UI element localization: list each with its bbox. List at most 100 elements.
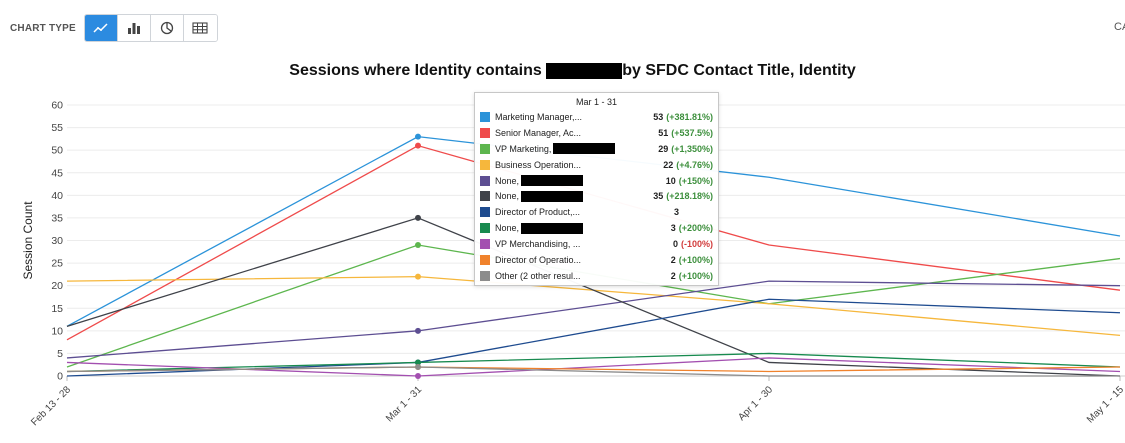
table-button[interactable] [183, 15, 217, 41]
tooltip-swatch [480, 270, 490, 281]
y-tick-label: 55 [51, 122, 63, 134]
tooltip-swatch [480, 207, 490, 218]
line-chart-button[interactable] [84, 15, 118, 41]
tooltip-row: Director of Operatio... 2 (+100%) [475, 252, 718, 268]
tooltip-row: None, 35 (+218.18%) [475, 188, 718, 204]
y-tick-label: 30 [51, 235, 63, 247]
chart-type-label: CHART TYPE [10, 22, 76, 34]
chart-title: Sessions where Identity contains by SFDC… [0, 62, 1125, 80]
tooltip-row: Director of Product,... 3 [475, 204, 718, 220]
y-axis-label: Session Count [21, 201, 35, 280]
tooltip-value: 53 [653, 111, 664, 122]
tooltip-series-name: VP Merchandising, ... [495, 239, 581, 250]
tooltip-change: (+381.81%) [666, 111, 713, 122]
tooltip-value: 10 [665, 175, 676, 186]
series-point [415, 142, 421, 149]
x-tick-label: May 1 - 15 [1085, 384, 1125, 425]
y-tick-label: 45 [51, 167, 63, 179]
series-line [66, 298, 1121, 377]
y-tick-label: 60 [51, 100, 63, 112]
tooltip-change: (+150%) [678, 175, 713, 186]
tooltip-series-name: Business Operation... [495, 159, 582, 170]
cut-off-header-label: CA [1114, 21, 1125, 33]
chart-type-toolbar: CHART TYPE [10, 14, 218, 42]
tooltip-series-name: None, [495, 175, 662, 186]
chart-title-end: by SFDC Contact Title, Identity [622, 62, 856, 79]
tooltip-change: (+100%) [678, 254, 713, 265]
y-tick-label: 5 [57, 348, 63, 360]
tooltip-swatch [480, 111, 490, 122]
redaction-block [521, 222, 584, 234]
tooltip-row: None, 10 (+150%) [475, 173, 718, 189]
tooltip-row: Other (2 other resul... 2 (+100%) [475, 268, 718, 284]
hover-tooltip: Mar 1 - 31 Marketing Manager,... 53 (+381.… [474, 92, 719, 286]
tooltip-value: 35 [653, 191, 664, 202]
chart-title-redaction [546, 62, 623, 79]
x-tick-label: Mar 1 - 31 [384, 384, 424, 424]
series-point [415, 327, 421, 334]
tooltip-swatch [480, 127, 490, 138]
bar-chart-button[interactable] [117, 15, 151, 41]
tooltip-series-name: Marketing Manager,... [495, 111, 583, 122]
tooltip-rows: Marketing Manager,... 53 (+381.81%) Senior … [475, 109, 718, 284]
series-point [415, 363, 421, 370]
tooltip-change: (-100%) [680, 239, 713, 250]
tooltip-swatch [480, 143, 490, 154]
tooltip-series-name: None, [495, 222, 667, 234]
series-point [415, 214, 421, 221]
tooltip-value: 2 [670, 270, 676, 281]
tooltip-value: 51 [658, 127, 669, 138]
chart-title-start: Sessions where Identity contains [289, 62, 542, 79]
tooltip-series-name: Other (2 other resul... [495, 270, 581, 281]
series-point [415, 373, 421, 379]
tooltip-row: Business Operation... 22 (+4.76%) [475, 157, 718, 173]
tooltip-series-name: VP Marketing, [495, 143, 654, 155]
series-line [66, 352, 1121, 373]
y-tick-label: 15 [51, 303, 63, 315]
y-tick-label: 0 [57, 371, 63, 383]
line-chart-icon [93, 23, 108, 33]
pie-chart-button[interactable] [150, 15, 184, 41]
redaction-block [521, 190, 584, 202]
tooltip-swatch [480, 239, 490, 250]
tooltip-row: VP Merchandising, ... 0 (-100%) [475, 236, 718, 252]
tooltip-swatch [480, 254, 490, 265]
y-tick-label: 40 [51, 190, 63, 202]
tooltip-row: Marketing Manager,... 53 (+381.81%) [475, 109, 718, 125]
tooltip-value: 3 [670, 223, 676, 234]
tooltip-change: (+1,350%) [671, 143, 713, 154]
series-line [66, 280, 1121, 359]
pie-chart-icon [160, 21, 174, 35]
series-point [415, 359, 421, 366]
tooltip-change: (+537.5%) [671, 127, 713, 138]
tooltip-row: Senior Manager, Ac... 51 (+537.5%) [475, 125, 718, 141]
series-point [415, 133, 421, 140]
chart-type-button-group [83, 14, 218, 42]
tooltip-series-name: None, [495, 190, 649, 202]
bar-chart-icon [127, 23, 140, 34]
tooltip-swatch [480, 159, 490, 170]
tooltip-row: None, 3 (+200%) [475, 220, 718, 236]
series-point [415, 273, 421, 280]
tooltip-value: 29 [658, 143, 669, 154]
tooltip-swatch [480, 191, 490, 202]
x-tick-label: Apr 1 - 30 [736, 384, 775, 423]
series-point [415, 242, 421, 249]
tooltip-series-name: Director of Product,... [495, 207, 581, 218]
y-tick-label: 10 [51, 325, 63, 337]
y-tick-label: 20 [51, 280, 63, 292]
series-line [66, 366, 1120, 377]
tooltip-value: 2 [670, 254, 676, 265]
tooltip-value: 22 [663, 159, 674, 170]
tooltip-swatch [480, 175, 490, 186]
tooltip-row: VP Marketing, 29 (+1,350%) [475, 141, 718, 157]
tooltip-value: 0 [672, 239, 678, 250]
redaction-block [553, 143, 616, 155]
tooltip-title: Mar 1 - 31 [575, 97, 617, 107]
redaction-block [521, 175, 584, 186]
tooltip-change: (+200%) [678, 223, 713, 234]
tooltip-series-name: Director of Operatio... [495, 254, 582, 265]
tooltip-change: (+4.76%) [676, 159, 713, 170]
table-icon [192, 22, 208, 34]
x-tick-label: Feb 13 - 28 [29, 384, 73, 428]
